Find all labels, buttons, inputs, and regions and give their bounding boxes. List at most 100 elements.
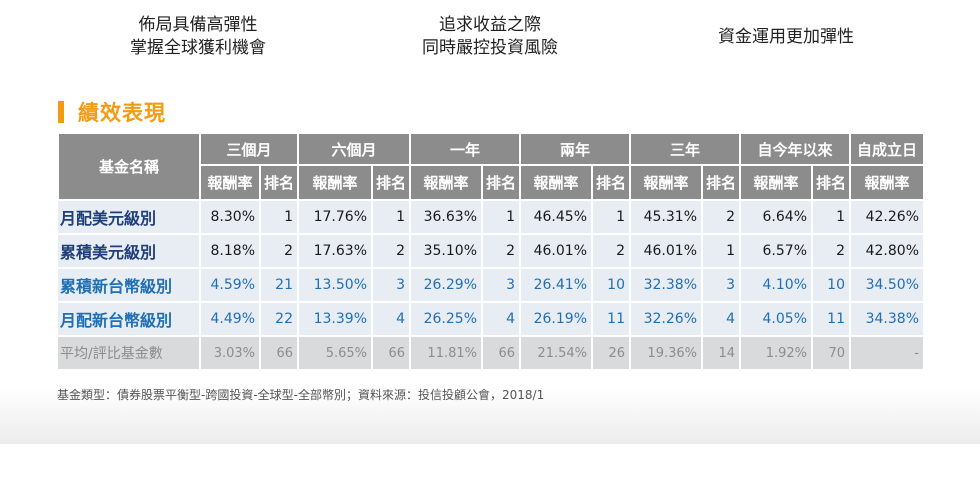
fund-name-cell: 累積美元級別 — [58, 234, 201, 269]
rank-cell: 21 — [260, 268, 299, 303]
return-cell: 46.01% — [630, 234, 703, 269]
footer-background-band — [0, 388, 980, 444]
return-cell: 46.01% — [520, 234, 593, 269]
return-cell: 26.25% — [410, 302, 483, 337]
return-cell: 42.80% — [850, 234, 925, 269]
rank-cell: 70 — [812, 336, 851, 371]
return-cell: 32.38% — [630, 268, 703, 303]
fund-name-cell: 月配美元級別 — [58, 200, 201, 235]
return-cell: - — [850, 336, 925, 371]
rank-cell: 10 — [812, 268, 851, 303]
heading-accent-bar — [58, 101, 64, 123]
rank-cell: 3 — [702, 268, 741, 303]
section-title: 績效表現 — [78, 101, 166, 125]
return-cell: 26.41% — [520, 268, 593, 303]
return-cell: 21.54% — [520, 336, 593, 371]
rank-cell: 1 — [812, 200, 851, 235]
fund-row: 月配新台幣級別 4.49% 22 13.39% 4 26.25% 4 26.19% 11 32.2… — [58, 302, 925, 337]
return-cell: 32.26% — [630, 302, 703, 337]
return-cell: 17.63% — [298, 234, 373, 269]
return-cell: 11.81% — [410, 336, 483, 371]
period-header: 三年 — [629, 132, 741, 166]
rank-cell: 2 — [812, 234, 851, 269]
fund-name-header: 基金名稱 — [57, 132, 201, 201]
return-cell: 45.31% — [630, 200, 703, 235]
average-row: 平均/評比基金數 3.03% 66 5.65% 66 11.81% 66 21.54% 26 19… — [58, 336, 925, 371]
fund-name-cell: 平均/評比基金數 — [58, 336, 201, 371]
fund-row: 月配美元級別 8.30% 1 17.76% 1 36.63% 1 46.45% 1 45.31% 2… — [58, 200, 925, 235]
return-cell: 4.59% — [200, 268, 261, 303]
fund-row: 累積新台幣級別 4.59% 21 13.50% 3 26.29% 3 26.41% 10 32.3… — [58, 268, 925, 303]
rank-cell: 66 — [482, 336, 521, 371]
rank-cell: 2 — [592, 234, 631, 269]
return-cell: 17.76% — [298, 200, 373, 235]
return-cell: 5.65% — [298, 336, 373, 371]
return-cell: 46.45% — [520, 200, 593, 235]
rank-header: 排名 — [591, 164, 631, 201]
return-header: 報酬率 — [519, 164, 593, 201]
feature-line: 掌握全球獲利機會 — [130, 38, 266, 58]
return-cell: 8.18% — [200, 234, 261, 269]
feature-line: 追求收益之際 — [439, 15, 541, 35]
rank-cell: 4 — [482, 302, 521, 337]
rank-cell: 22 — [260, 302, 299, 337]
return-cell: 13.39% — [298, 302, 373, 337]
return-cell: 4.49% — [200, 302, 261, 337]
performance-table: 基金名稱 三個月 六個月 一年 兩年 三年 自今年以來 自成立日 報酬率 排名 … — [57, 132, 925, 371]
rank-cell: 26 — [592, 336, 631, 371]
rank-cell: 1 — [260, 200, 299, 235]
return-cell: 26.19% — [520, 302, 593, 337]
return-header: 報酬率 — [409, 164, 483, 201]
rank-cell: 4 — [702, 302, 741, 337]
rank-cell: 2 — [702, 200, 741, 235]
return-cell: 36.63% — [410, 200, 483, 235]
feature-line: 資金運用更加彈性 — [718, 26, 854, 47]
period-header: 一年 — [409, 132, 521, 166]
rank-cell: 3 — [372, 268, 411, 303]
return-cell: 1.92% — [740, 336, 813, 371]
return-cell: 13.50% — [298, 268, 373, 303]
feature-capital-flexibility: 資金運用更加彈性 — [686, 12, 886, 62]
feature-line: 同時嚴控投資風險 — [422, 38, 558, 58]
rank-cell: 1 — [482, 200, 521, 235]
rank-cell: 1 — [702, 234, 741, 269]
rank-cell: 1 — [372, 200, 411, 235]
rank-cell: 11 — [592, 302, 631, 337]
feature-line: 佈局具備高彈性 — [138, 15, 258, 35]
rank-header: 排名 — [811, 164, 851, 201]
rank-cell: 2 — [482, 234, 521, 269]
rank-header: 排名 — [371, 164, 411, 201]
period-header: 自成立日 — [849, 132, 925, 166]
period-header: 自今年以來 — [739, 132, 851, 166]
return-cell: 6.64% — [740, 200, 813, 235]
return-header: 報酬率 — [297, 164, 373, 201]
return-cell: 6.57% — [740, 234, 813, 269]
return-cell: 3.03% — [200, 336, 261, 371]
return-header: 報酬率 — [849, 164, 925, 201]
period-header: 三個月 — [199, 132, 299, 166]
rank-cell: 2 — [372, 234, 411, 269]
return-cell: 4.05% — [740, 302, 813, 337]
rank-header: 排名 — [701, 164, 741, 201]
return-cell: 26.29% — [410, 268, 483, 303]
fund-row: 累積美元級別 8.18% 2 17.63% 2 35.10% 2 46.01% 2 46.01% 1… — [58, 234, 925, 269]
footnote-source: 基金類型：債券股票平衡型-跨國投資-全球型-全部幣別；資料來源：投信投顧公會，2… — [57, 388, 545, 402]
section-heading: 績效表現 — [58, 98, 166, 126]
rank-cell: 3 — [482, 268, 521, 303]
return-cell: 8.30% — [200, 200, 261, 235]
rank-cell: 66 — [372, 336, 411, 371]
rank-cell: 14 — [702, 336, 741, 371]
rank-cell: 2 — [260, 234, 299, 269]
rank-cell: 10 — [592, 268, 631, 303]
fund-name-cell: 累積新台幣級別 — [58, 268, 201, 303]
rank-cell: 4 — [372, 302, 411, 337]
fund-name-cell: 月配新台幣級別 — [58, 302, 201, 337]
return-cell: 34.38% — [850, 302, 925, 337]
return-cell: 4.10% — [740, 268, 813, 303]
rank-header: 排名 — [481, 164, 521, 201]
return-header: 報酬率 — [739, 164, 813, 201]
feature-flexible-allocation: 佈局具備高彈性 掌握全球獲利機會 — [98, 12, 298, 62]
period-header: 六個月 — [297, 132, 411, 166]
rank-cell: 11 — [812, 302, 851, 337]
rank-cell: 1 — [592, 200, 631, 235]
